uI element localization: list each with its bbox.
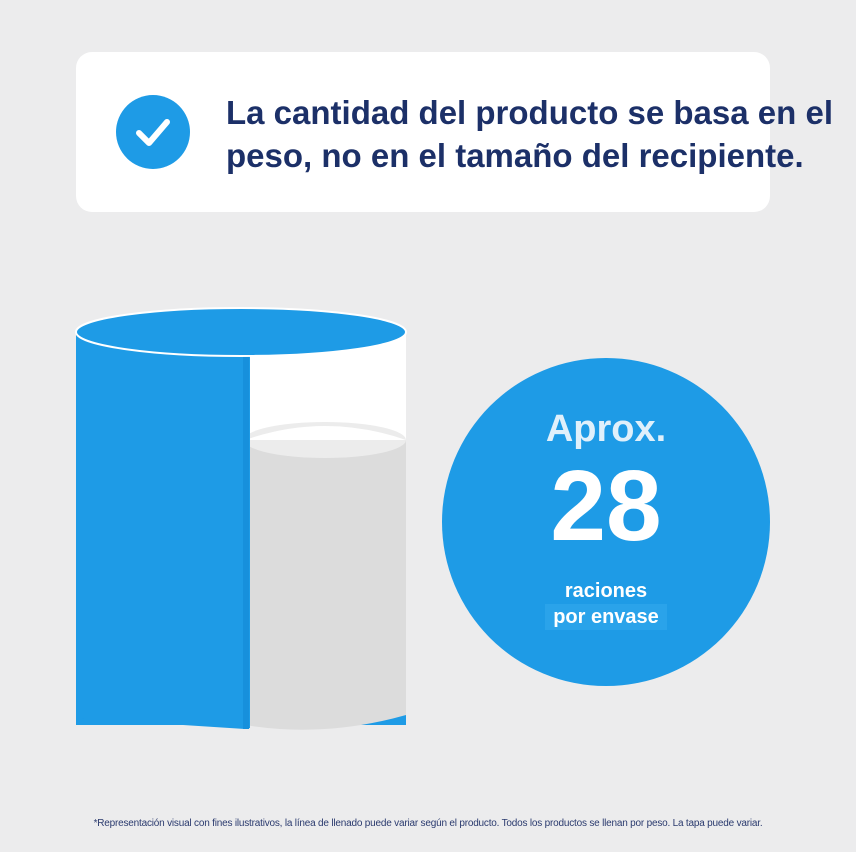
- banner-message: La cantidad del producto se basa en el p…: [226, 94, 833, 174]
- product-fill: [245, 440, 406, 730]
- info-banner: [76, 52, 770, 212]
- servings-count: 28: [550, 450, 662, 562]
- servings-prefix: Aprox.: [545, 408, 667, 450]
- servings-label: raciones: [564, 580, 648, 602]
- product-surface: [244, 422, 406, 458]
- servings-sublabel: por envase: [442, 604, 770, 630]
- checkmark-icon: [116, 95, 190, 169]
- servings-sublabel-text: por envase: [545, 604, 667, 630]
- container-rim: [75, 307, 407, 357]
- container-interior: [245, 330, 406, 440]
- product-surface-highlight: [245, 426, 406, 440]
- servings-badge: Aprox. 28 raciones por envase: [442, 358, 770, 686]
- container-back-wall: [76, 330, 406, 725]
- container-front-wall: [76, 330, 250, 729]
- container-edge-shadow: [243, 350, 249, 729]
- disclaimer-footnote: *Representación visual con fines ilustra…: [93, 818, 763, 829]
